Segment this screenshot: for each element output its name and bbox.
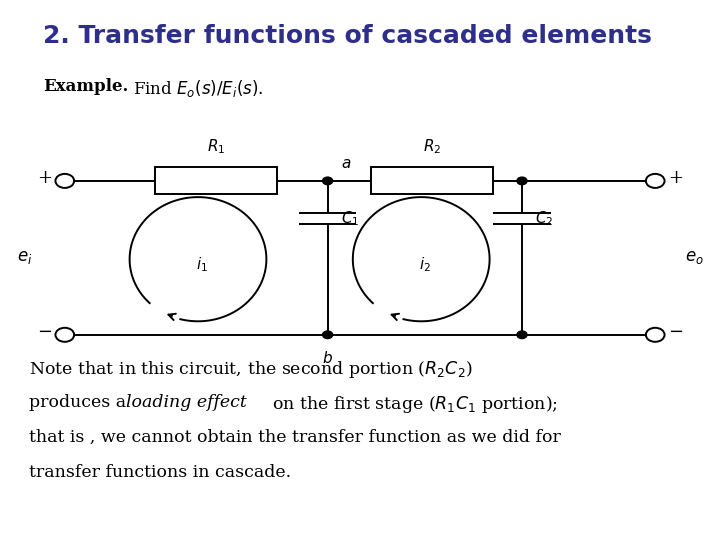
Text: Find $E_o(s)/E_i(s).$: Find $E_o(s)/E_i(s).$ (133, 78, 264, 99)
Text: $R_1$: $R_1$ (207, 137, 225, 156)
Text: $i_2$: $i_2$ (419, 255, 431, 274)
Circle shape (517, 331, 527, 339)
Text: $C_1$: $C_1$ (341, 210, 359, 228)
Circle shape (517, 177, 527, 185)
Text: +: + (37, 169, 52, 187)
Bar (371, 167, 493, 194)
Text: 2. Transfer functions of cascaded elements: 2. Transfer functions of cascaded elemen… (43, 24, 652, 48)
Text: $C_2$: $C_2$ (535, 210, 553, 228)
Text: produces a: produces a (29, 394, 132, 411)
Text: −: − (37, 323, 53, 341)
Text: that is , we cannot obtain the transfer function as we did for: that is , we cannot obtain the transfer … (29, 429, 561, 446)
Text: −: − (667, 323, 683, 341)
Text: transfer functions in cascade.: transfer functions in cascade. (29, 464, 291, 481)
Text: $b$: $b$ (322, 350, 333, 366)
Text: $e_o$: $e_o$ (685, 249, 704, 266)
Text: on the first stage ($R_1C_1$ portion);: on the first stage ($R_1C_1$ portion); (272, 394, 558, 415)
Text: Example.: Example. (43, 78, 129, 95)
Text: +: + (668, 169, 683, 187)
Circle shape (323, 177, 333, 185)
Text: loading effect: loading effect (126, 394, 247, 411)
Text: $e_i$: $e_i$ (17, 249, 33, 266)
Text: $a$: $a$ (341, 157, 351, 171)
Text: $i_1$: $i_1$ (196, 255, 207, 274)
Bar (155, 167, 277, 194)
Text: $R_2$: $R_2$ (423, 137, 441, 156)
Circle shape (323, 331, 333, 339)
Text: Note that in this circuit, the second portion ($R_2C_2$): Note that in this circuit, the second po… (29, 359, 472, 380)
